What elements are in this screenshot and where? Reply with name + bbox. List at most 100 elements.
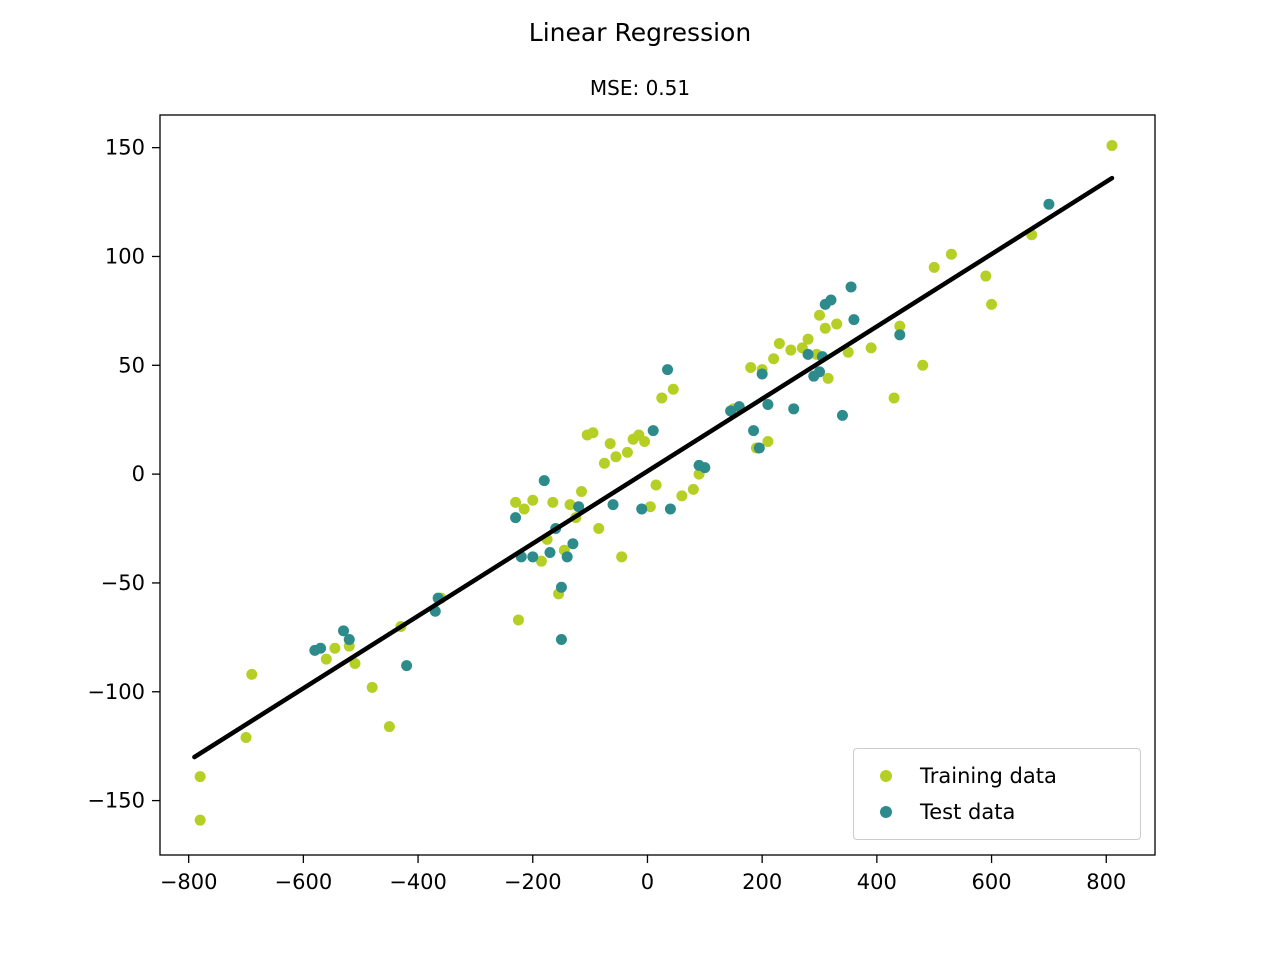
test-data-point — [894, 329, 906, 341]
training-data-point — [587, 427, 599, 439]
y-tick-label: −150 — [87, 789, 145, 813]
test-data-point — [664, 503, 676, 515]
training-data-point — [527, 494, 539, 506]
training-data-point — [598, 457, 610, 469]
training-data-point — [194, 771, 206, 783]
training-data-point — [676, 490, 688, 502]
test-data-point — [814, 366, 826, 378]
training-data-point — [246, 668, 258, 680]
legend-label-training-data: Training data — [920, 764, 1057, 788]
test-data-point — [538, 475, 550, 487]
training-data-point — [512, 614, 524, 626]
training-data-point — [819, 322, 831, 334]
test-data-point — [510, 512, 522, 524]
training-data-point — [593, 523, 605, 535]
training-data-point — [240, 731, 252, 743]
x-tick-label: 800 — [1086, 870, 1126, 894]
training-data-point — [842, 346, 854, 358]
training-data-point — [986, 298, 998, 310]
x-tick-label: 200 — [742, 870, 782, 894]
test-data-point — [762, 398, 774, 410]
test-data-point — [315, 642, 327, 654]
test-data-point — [1043, 198, 1055, 210]
test-data-point — [848, 314, 860, 326]
y-tick-label: 150 — [105, 136, 145, 160]
test-data-marker-icon — [880, 806, 892, 818]
training-data-point — [785, 344, 797, 356]
training-data-point — [928, 261, 940, 273]
training-data-point — [894, 320, 906, 332]
test-data-point — [527, 551, 539, 563]
test-data-point — [561, 551, 573, 563]
training-data-point — [518, 503, 530, 515]
x-tick-label: 600 — [972, 870, 1012, 894]
test-data-point — [607, 499, 619, 511]
training-data-point — [547, 496, 559, 508]
training-data-point — [865, 342, 877, 354]
legend-label-test-data: Test data — [920, 800, 1016, 824]
y-tick-label: 50 — [118, 353, 145, 377]
test-data-point — [788, 403, 800, 415]
training-data-point — [768, 353, 780, 365]
y-tick-label: −100 — [87, 680, 145, 704]
training-data-point — [621, 446, 633, 458]
y-tick-label: −50 — [101, 571, 145, 595]
test-data-point — [647, 425, 659, 437]
x-tick-label: 0 — [641, 870, 654, 894]
training-data-point — [745, 361, 757, 373]
training-data-point — [773, 338, 785, 350]
training-data-point — [194, 814, 206, 826]
training-data-point — [831, 318, 843, 330]
training-data-point — [320, 653, 332, 665]
test-data-point — [567, 538, 579, 550]
test-data-point — [748, 425, 760, 437]
training-data-point — [366, 681, 378, 693]
test-data-point — [555, 634, 567, 646]
x-tick-label: 400 — [857, 870, 897, 894]
training-data-point — [814, 309, 826, 321]
training-data-point — [576, 486, 588, 498]
training-data-marker-icon — [880, 770, 892, 782]
test-data-point — [636, 503, 648, 515]
test-data-point — [825, 294, 837, 306]
chart-subtitle: MSE: 0.51 — [589, 76, 691, 100]
legend-item-training-data: Training data — [880, 764, 1140, 788]
test-data-point — [756, 368, 768, 380]
legend-item-test-data: Test data — [880, 800, 1140, 824]
chart-title: Linear Regression — [528, 18, 752, 47]
training-data-point — [802, 333, 814, 345]
test-data-point — [802, 348, 814, 360]
training-data-point — [639, 435, 651, 447]
training-data-point — [383, 721, 395, 733]
x-tick-label: −600 — [275, 870, 333, 894]
test-data-point — [343, 634, 355, 646]
training-data-point — [650, 479, 662, 491]
training-data-point — [888, 392, 900, 404]
x-tick-label: −200 — [504, 870, 562, 894]
test-data-point — [699, 462, 711, 474]
axes-box — [159, 114, 1156, 856]
training-data-point — [535, 555, 547, 567]
test-data-point — [836, 409, 848, 421]
training-data-point — [610, 451, 622, 463]
test-data-point — [753, 442, 765, 454]
test-data-point — [662, 364, 674, 376]
test-data-point — [401, 660, 413, 672]
x-tick-label: −400 — [389, 870, 447, 894]
training-data-point — [564, 499, 576, 511]
training-data-point — [510, 496, 522, 508]
training-data-point — [667, 383, 679, 395]
training-data-point — [1106, 139, 1118, 151]
training-data-point — [656, 392, 668, 404]
training-data-point — [644, 501, 656, 513]
test-data-point — [845, 281, 857, 293]
regression-line — [192, 175, 1115, 760]
training-data-point — [687, 483, 699, 495]
test-data-point — [573, 501, 585, 513]
training-data-point — [329, 642, 341, 654]
training-data-point — [822, 372, 834, 384]
test-data-point — [544, 546, 556, 558]
training-data-point — [945, 248, 957, 260]
